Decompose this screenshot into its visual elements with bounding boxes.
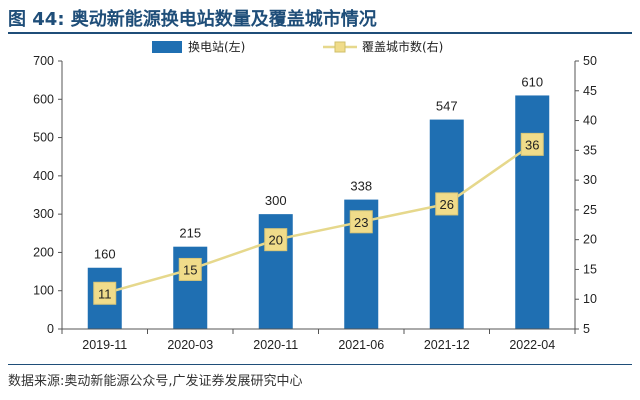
bar-value-label: 215 [179, 226, 201, 241]
bar-value-label: 160 [94, 247, 116, 262]
combo-chart: 换电站(左) 覆盖城市数(右) 0 100 200 300 400 500 600 700 5 10 1… [33, 39, 597, 352]
y-left-tick-label: 200 [33, 245, 54, 259]
legend-swatch-marker [334, 41, 346, 53]
y-right-tick-label: 50 [583, 54, 597, 68]
city-count-value-label: 20 [269, 233, 283, 248]
y-right-tick-label: 45 [583, 84, 597, 98]
y-right-tick-label: 10 [583, 292, 597, 306]
bar-value-label: 338 [350, 179, 372, 194]
y-left-tick-label: 100 [33, 284, 54, 298]
y-right-tick-label: 25 [583, 203, 597, 217]
x-tick-label: 2019-11 [82, 338, 127, 352]
x-tick-label: 2021-06 [338, 338, 384, 352]
city-count-marker [93, 281, 117, 305]
x-tick-label: 2020-11 [253, 338, 298, 352]
city-count-value-label: 23 [354, 215, 368, 230]
city-count-value-label: 15 [183, 262, 197, 277]
y-left-tick-label: 700 [33, 54, 54, 68]
y-left-tick-label: 500 [33, 131, 54, 145]
y-right-tick-label: 35 [583, 143, 597, 157]
city-count-marker [435, 192, 459, 216]
y-left-tick-label: 400 [33, 169, 54, 183]
legend-swatch-bar [152, 41, 182, 53]
city-count-value-label: 26 [440, 197, 454, 212]
y-right-tick-label: 40 [583, 114, 597, 128]
chart-title-bar: 图 44: 奥动新能源换电站数量及覆盖城市情况 [8, 4, 632, 34]
y-left-tick-label: 600 [33, 92, 54, 106]
bar-value-label: 547 [436, 99, 458, 114]
city-count-marker [178, 257, 202, 281]
source-bar: 数据来源:奥动新能源公众号,广发证券发展研究中心 [8, 364, 632, 394]
city-count-marker [520, 132, 544, 156]
city-count-marker [349, 210, 373, 234]
city-count-value-label: 11 [98, 286, 112, 301]
city-count-marker [264, 228, 288, 252]
y-right-tick-label: 20 [583, 233, 597, 247]
y-right-tick-label: 30 [583, 173, 597, 187]
chart-title: 图 44: 奥动新能源换电站数量及覆盖城市情况 [8, 9, 377, 30]
legend-label-bar: 换电站(左) [188, 39, 245, 54]
city-count-value-label: 36 [525, 137, 539, 152]
x-tick-label: 2022-04 [509, 338, 555, 352]
source-note: 数据来源:奥动新能源公众号,广发证券发展研究中心 [8, 374, 303, 389]
y-left-tick-label: 0 [47, 322, 54, 336]
x-tick-label: 2021-12 [424, 338, 470, 352]
chart-area: 换电站(左) 覆盖城市数(右) 0 100 200 300 400 500 600 700 5 10 1… [0, 34, 640, 362]
y-right-tick-label: 5 [583, 322, 590, 336]
x-tick-label: 2020-03 [167, 338, 213, 352]
city-count-line [104, 143, 533, 295]
y-left-tick-label: 300 [33, 207, 54, 221]
legend-label-line: 覆盖城市数(右) [362, 39, 443, 54]
y-right-tick-label: 15 [583, 262, 597, 276]
bar-2022-04 [515, 95, 550, 329]
bar-2021-12 [429, 119, 464, 329]
bar-value-label: 610 [521, 74, 543, 89]
bar-value-label: 300 [265, 193, 287, 208]
